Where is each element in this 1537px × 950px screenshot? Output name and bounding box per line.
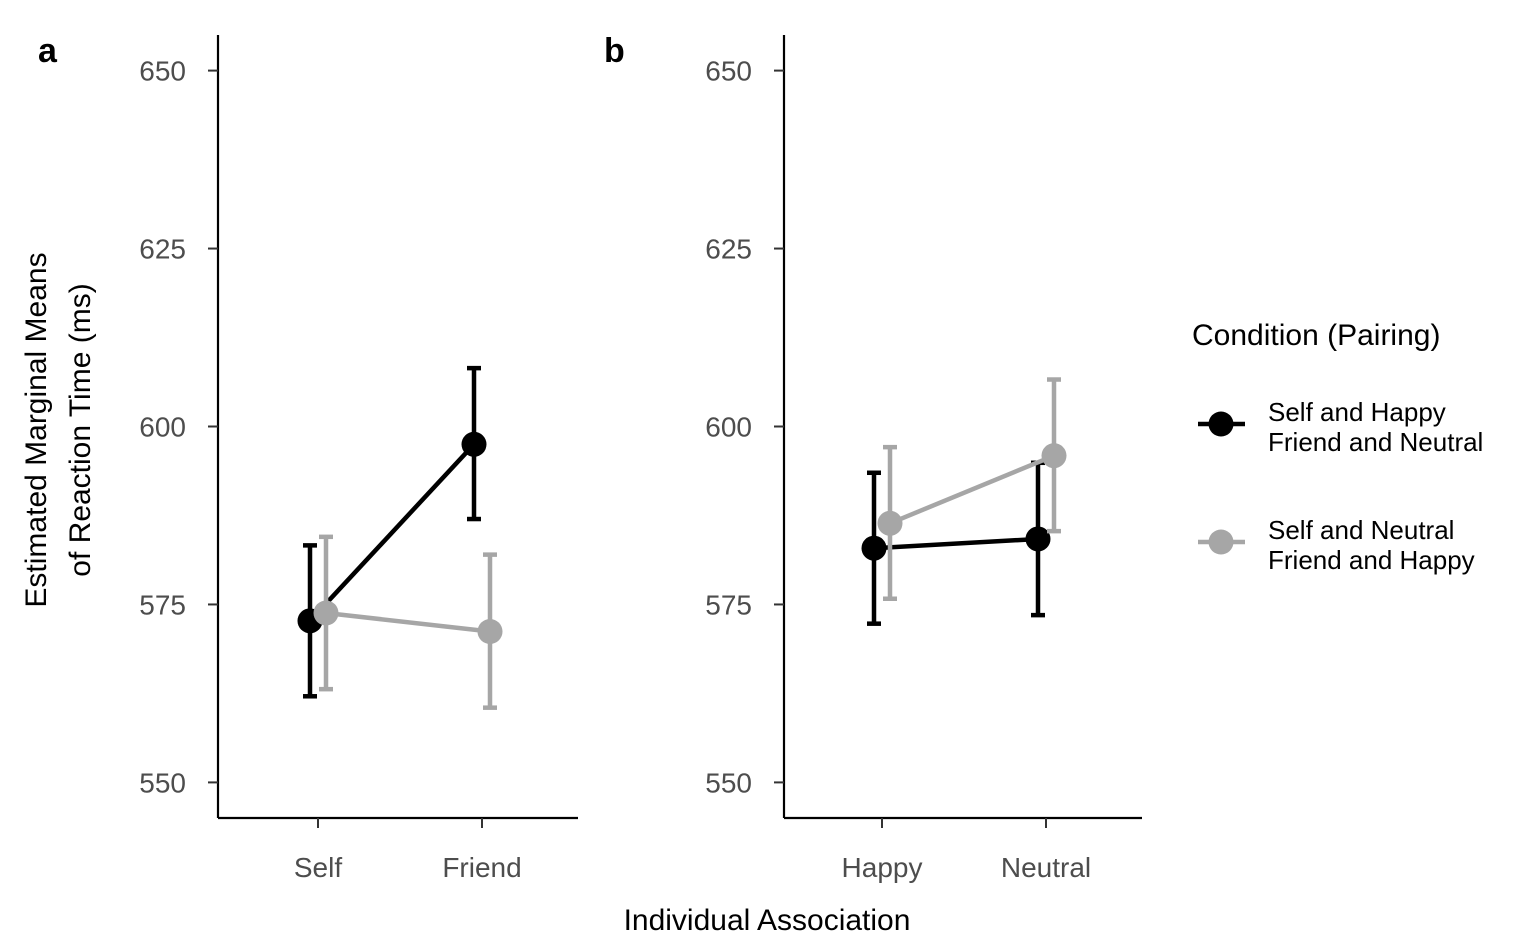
legend-key-point bbox=[1208, 529, 1234, 555]
x-axis-title: Individual Association bbox=[624, 904, 911, 937]
x-tick-label: Self bbox=[294, 852, 342, 883]
data-point bbox=[1041, 443, 1067, 469]
series-line bbox=[889, 453, 1055, 526]
x-tick-label: Friend bbox=[442, 852, 521, 883]
y-axis-title-line-1: Estimated Marginal Means bbox=[20, 252, 53, 607]
legend-title: Condition (Pairing) bbox=[1192, 319, 1440, 352]
series-1 bbox=[297, 365, 487, 699]
series-2 bbox=[313, 534, 503, 710]
panel-b: b 550 575 600 625 650 Happy Neutral bbox=[604, 32, 1142, 883]
series-line bbox=[325, 610, 491, 634]
series-line bbox=[873, 536, 1039, 551]
legend-label-line: Friend and Happy bbox=[1268, 545, 1475, 575]
y-tick-label: 625 bbox=[705, 234, 752, 265]
y-tick-label: 650 bbox=[705, 56, 752, 87]
data-point bbox=[477, 619, 503, 645]
y-tick-label: 600 bbox=[705, 412, 752, 443]
y-tick-label: 575 bbox=[705, 589, 752, 620]
series-line bbox=[308, 442, 476, 623]
data-point bbox=[461, 431, 487, 457]
x-tick-label: Happy bbox=[842, 852, 923, 883]
y-tick-label: 600 bbox=[139, 412, 186, 443]
legend: Condition (Pairing) Self and HappyFriend… bbox=[1192, 319, 1483, 575]
legend-key-point bbox=[1208, 411, 1234, 437]
legend-label-line: Self and Neutral bbox=[1268, 515, 1454, 545]
y-tick-label: 550 bbox=[705, 767, 752, 798]
legend-label-line: Friend and Neutral bbox=[1268, 427, 1483, 457]
y-tick-label: 550 bbox=[139, 767, 186, 798]
x-tick-label: Neutral bbox=[1001, 852, 1091, 883]
data-point bbox=[877, 510, 903, 536]
data-point bbox=[313, 600, 339, 626]
data-point bbox=[1025, 526, 1051, 552]
legend-label-line: Self and Happy bbox=[1268, 397, 1446, 427]
y-tick-label: 625 bbox=[139, 234, 186, 265]
panel-b-plot-area: 550 575 600 625 650 Happy Neutral bbox=[705, 35, 1142, 883]
series-2 bbox=[877, 377, 1067, 602]
panel-b-tag: b bbox=[604, 32, 625, 70]
y-tick-label: 650 bbox=[139, 56, 186, 87]
panel-a: a Estimated Marginal Means of Reaction T… bbox=[20, 32, 578, 883]
data-point bbox=[861, 535, 887, 561]
panel-a-tag: a bbox=[38, 32, 58, 70]
y-tick-label: 575 bbox=[139, 589, 186, 620]
panel-a-y-axis-title: Estimated Marginal Means of Reaction Tim… bbox=[20, 252, 97, 607]
y-axis-title-line-2: of Reaction Time (ms) bbox=[64, 283, 97, 576]
panel-a-plot-area: 550 575 600 625 650 Self Friend bbox=[139, 35, 578, 883]
